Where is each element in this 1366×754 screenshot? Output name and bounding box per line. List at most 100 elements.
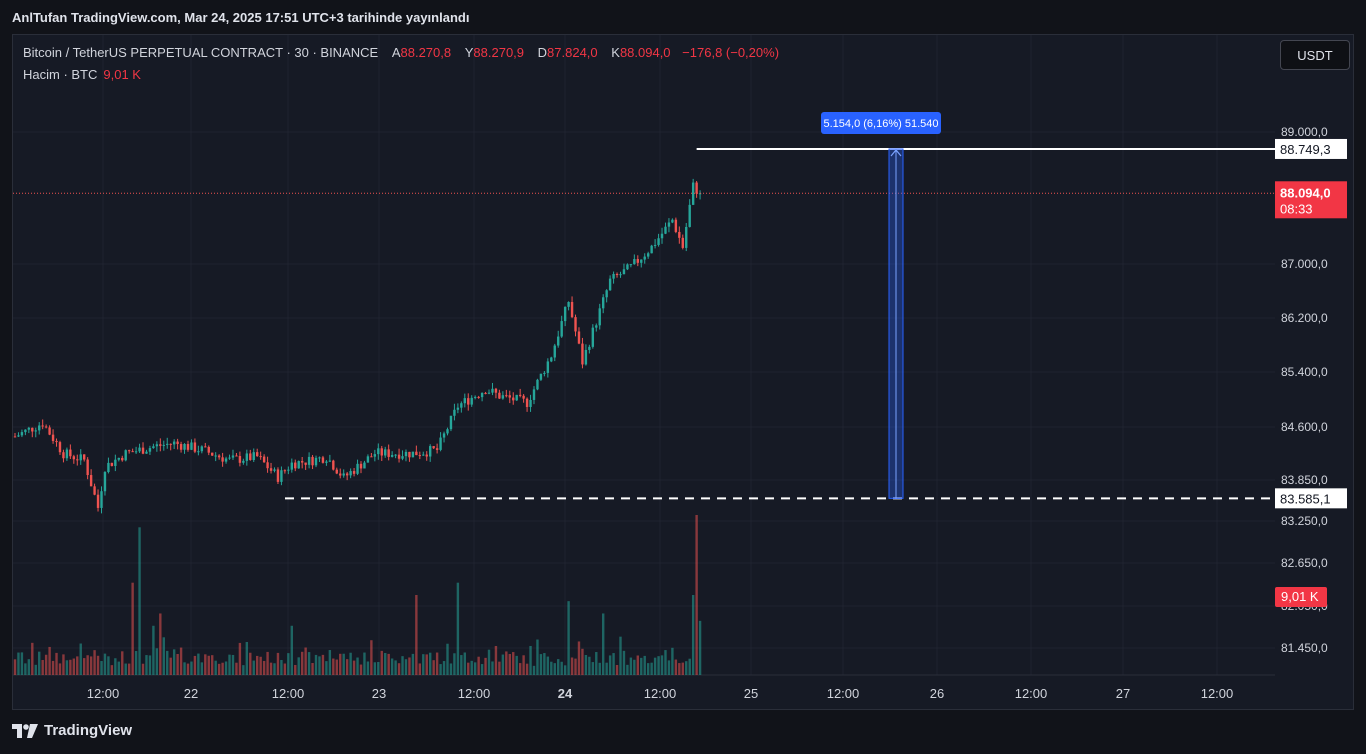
- volume-bar: [404, 659, 408, 675]
- candle-body: [394, 454, 397, 456]
- candle-body: [214, 455, 217, 457]
- candle-body: [176, 441, 179, 445]
- volume-bar: [384, 653, 387, 675]
- volume-bar: [615, 665, 619, 675]
- chart-panel[interactable]: 89.000,0 87.000,0 86.200,0 85.400,0 84.600,0…: [12, 34, 1354, 710]
- volume-bar: [473, 662, 477, 675]
- volume-bar: [508, 653, 511, 675]
- volume-bar: [674, 659, 678, 675]
- candle-body: [584, 349, 588, 365]
- candle-body: [473, 396, 477, 398]
- volume-bar: [304, 647, 307, 675]
- close-label: K: [611, 45, 620, 60]
- volume-bar: [373, 662, 377, 675]
- candle-body: [446, 429, 449, 434]
- high-price-tag: 88.749,3: [1280, 142, 1331, 157]
- candle-body: [536, 379, 539, 390]
- candle-body: [522, 395, 525, 399]
- candle-body: [204, 446, 207, 448]
- volume-bar: [221, 662, 224, 675]
- volume-bar: [172, 649, 176, 675]
- volume-bar: [401, 656, 404, 675]
- volume-bar: [332, 658, 335, 675]
- candle-body: [342, 473, 345, 476]
- candle-body: [591, 327, 595, 347]
- volume-bar: [515, 655, 518, 675]
- candle-body: [418, 455, 422, 457]
- volume-bar: [31, 642, 34, 675]
- candle-body: [608, 278, 612, 291]
- volume-bar: [525, 663, 529, 675]
- volume-bar: [608, 655, 612, 675]
- volume-bar: [38, 651, 41, 675]
- candle-body: [242, 460, 245, 463]
- candle-body: [557, 336, 560, 346]
- change-value: −176,8 (−0,20%): [682, 45, 780, 60]
- candle-body: [456, 407, 460, 410]
- tradingview-brand: TradingView: [12, 722, 132, 739]
- candle-body: [256, 452, 259, 457]
- last-price-tag: 88.094,0: [1280, 185, 1331, 200]
- y-tick-label: 86.200,0: [1281, 311, 1328, 325]
- volume-bar: [93, 650, 96, 675]
- candle-body: [352, 471, 356, 474]
- candle-body: [332, 460, 335, 470]
- volume-bar: [512, 652, 515, 675]
- volume-bar: [626, 664, 629, 675]
- volume-bar: [307, 652, 311, 675]
- volume-bar: [619, 636, 622, 675]
- volume-bar: [290, 625, 293, 675]
- candle-body: [325, 461, 328, 463]
- volume-bar: [498, 661, 501, 675]
- candle-body: [460, 403, 463, 408]
- volume-bar: [300, 651, 304, 675]
- candle-body: [508, 395, 511, 398]
- volume-bar: [359, 664, 363, 675]
- countdown-tag: 08:33: [1280, 201, 1313, 216]
- volume-bar: [612, 653, 615, 675]
- volume-bar: [328, 650, 332, 675]
- volume-bar: [646, 663, 650, 675]
- x-tick-label: 12:00: [1201, 686, 1234, 701]
- currency-button[interactable]: USDT: [1280, 40, 1350, 70]
- volume-bar: [228, 654, 231, 675]
- candle-body: [574, 317, 577, 332]
- candle-body: [363, 462, 366, 469]
- candle-body: [543, 372, 546, 374]
- volume-bar: [390, 658, 394, 675]
- volume-bar: [678, 663, 681, 675]
- x-tick-label: 25: [744, 686, 758, 701]
- volume-bar: [439, 664, 442, 675]
- publisher-header: AnlTufan TradingView.com, Mar 24, 2025 1…: [12, 10, 470, 25]
- candle-body: [598, 308, 601, 326]
- candle-body: [290, 462, 293, 470]
- volume-bar: [539, 654, 543, 675]
- candle-body: [335, 469, 338, 474]
- candlestick-chart[interactable]: 89.000,0 87.000,0 86.200,0 85.400,0 84.600,0…: [13, 35, 1354, 710]
- volume-bar: [24, 663, 27, 675]
- volume-bar: [657, 656, 660, 675]
- volume-bar: [269, 662, 273, 675]
- candle-body: [636, 259, 639, 263]
- volume-bar: [314, 654, 318, 675]
- candle-body: [207, 446, 210, 453]
- candle-body: [667, 222, 671, 227]
- candle-body: [103, 472, 107, 492]
- volume-bar: [588, 656, 591, 675]
- volume-bar: [166, 650, 169, 675]
- candle-body: [553, 345, 556, 358]
- candle-body: [529, 399, 532, 407]
- candle-body: [384, 449, 387, 456]
- candle-body: [24, 429, 27, 433]
- candle-body: [442, 433, 446, 438]
- candle-body: [685, 226, 688, 248]
- volume-bar: [633, 659, 636, 675]
- volume-bar: [211, 655, 214, 675]
- volume-bar: [688, 658, 691, 675]
- candle-body: [449, 415, 453, 430]
- volume-bar: [79, 643, 82, 675]
- candle-body: [643, 256, 646, 260]
- candle-body: [415, 451, 418, 456]
- candle-body: [41, 425, 44, 427]
- volume-bar: [51, 660, 55, 675]
